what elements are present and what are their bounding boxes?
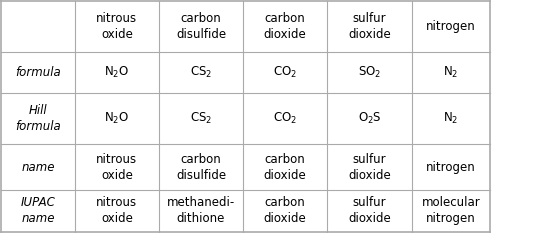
Text: N$_2$: N$_2$ — [443, 65, 459, 80]
Text: SO$_2$: SO$_2$ — [358, 65, 381, 80]
Text: O$_2$S: O$_2$S — [358, 111, 381, 126]
Text: carbon
dioxide: carbon dioxide — [264, 12, 307, 41]
Text: carbon
dioxide: carbon dioxide — [264, 153, 307, 182]
Text: IUPAC
name: IUPAC name — [21, 196, 56, 225]
Text: N$_2$O: N$_2$O — [104, 65, 129, 80]
Text: nitrous
oxide: nitrous oxide — [96, 196, 138, 225]
Text: nitrogen: nitrogen — [426, 161, 476, 174]
Text: Hill
formula: Hill formula — [15, 104, 61, 133]
Text: carbon
dioxide: carbon dioxide — [264, 196, 307, 225]
Text: N$_2$O: N$_2$O — [104, 111, 129, 126]
Text: formula: formula — [15, 66, 61, 79]
Text: CO$_2$: CO$_2$ — [273, 111, 297, 126]
Text: carbon
disulfide: carbon disulfide — [176, 153, 226, 182]
Text: nitrous
oxide: nitrous oxide — [96, 153, 138, 182]
Text: carbon
disulfide: carbon disulfide — [176, 12, 226, 41]
Text: molecular
nitrogen: molecular nitrogen — [422, 196, 480, 225]
Text: sulfur
dioxide: sulfur dioxide — [348, 12, 391, 41]
Text: sulfur
dioxide: sulfur dioxide — [348, 153, 391, 182]
Text: N$_2$: N$_2$ — [443, 111, 459, 126]
Text: nitrogen: nitrogen — [426, 20, 476, 33]
Text: CS$_2$: CS$_2$ — [190, 111, 212, 126]
Text: methanedi-
dithione: methanedi- dithione — [167, 196, 235, 225]
Text: CO$_2$: CO$_2$ — [273, 65, 297, 80]
Text: name: name — [21, 161, 55, 174]
Text: CS$_2$: CS$_2$ — [190, 65, 212, 80]
Text: nitrous
oxide: nitrous oxide — [96, 12, 138, 41]
Text: sulfur
dioxide: sulfur dioxide — [348, 196, 391, 225]
